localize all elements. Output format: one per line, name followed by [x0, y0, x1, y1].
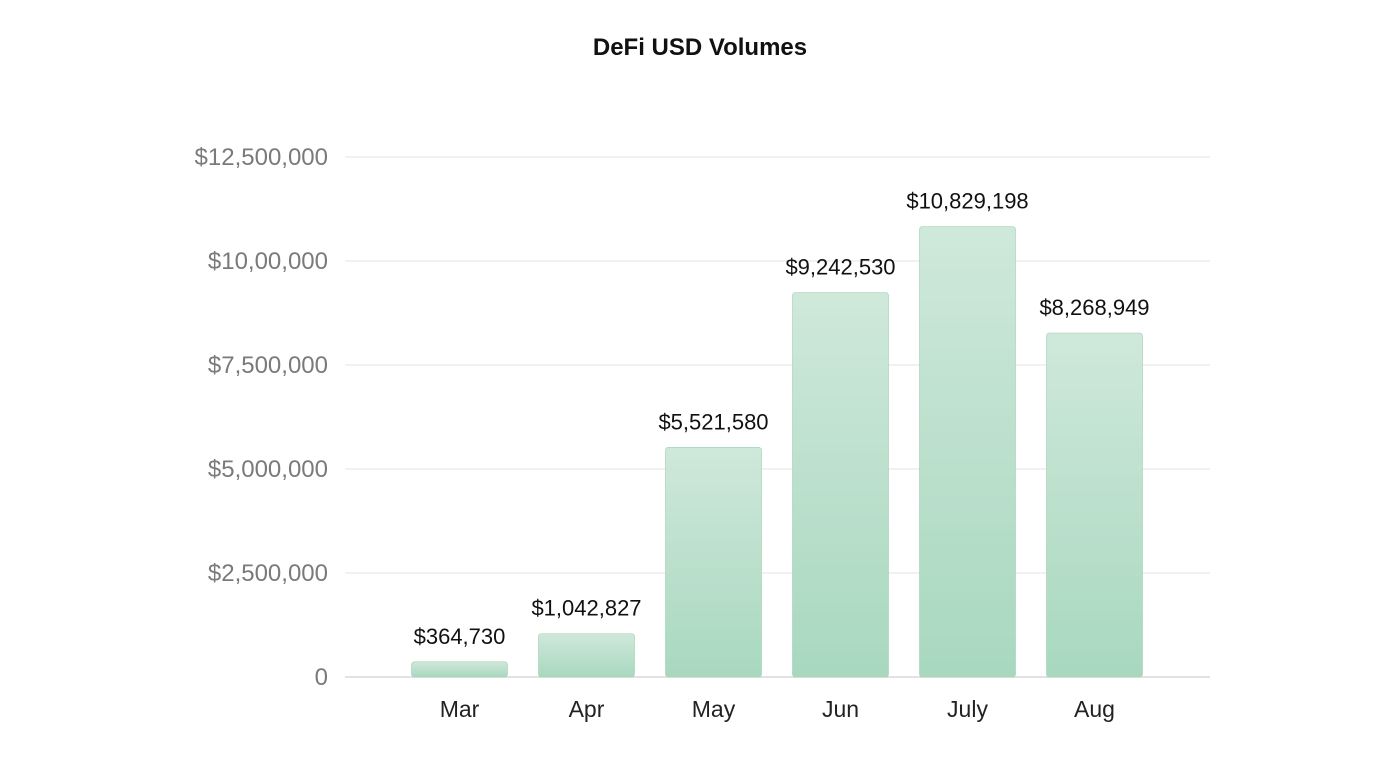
y-tick-label: $10,00,000	[208, 248, 328, 275]
bar-apr	[538, 633, 635, 678]
x-axis-ticks: Mar Apr May Jun July Aug	[440, 696, 1115, 722]
bar-may	[665, 447, 762, 678]
data-label-july: $10,829,198	[906, 189, 1028, 214]
bar-july	[919, 226, 1016, 678]
chart-title: DeFi USD Volumes	[593, 34, 807, 61]
y-tick-label: $7,500,000	[208, 352, 328, 379]
bars	[411, 226, 1143, 678]
x-tick-label-may: May	[692, 696, 736, 722]
data-label-jun: $9,242,530	[785, 255, 895, 280]
x-tick-label-jun: Jun	[822, 696, 859, 722]
x-tick-label-aug: Aug	[1074, 696, 1115, 722]
y-tick-label: $5,000,000	[208, 456, 328, 483]
data-labels: $364,730 $1,042,827 $5,521,580 $9,242,530 $1…	[414, 189, 1150, 649]
y-axis-ticks: 0 $2,500,000 $5,000,000 $7,500,000 $10,00,00…	[195, 144, 328, 691]
bar-jun	[792, 292, 889, 678]
y-tick-label: $12,500,000	[195, 144, 328, 171]
x-tick-label-apr: Apr	[569, 696, 605, 722]
bar-mar	[411, 661, 508, 678]
data-label-aug: $8,268,949	[1039, 295, 1149, 320]
data-label-may: $5,521,580	[658, 409, 768, 434]
data-label-apr: $1,042,827	[531, 596, 641, 621]
data-label-mar: $364,730	[414, 624, 506, 649]
bar-aug	[1046, 332, 1143, 678]
y-tick-label: $2,500,000	[208, 560, 328, 587]
x-tick-label-july: July	[947, 696, 988, 722]
x-tick-label-mar: Mar	[440, 696, 480, 722]
y-tick-label: 0	[315, 664, 328, 691]
